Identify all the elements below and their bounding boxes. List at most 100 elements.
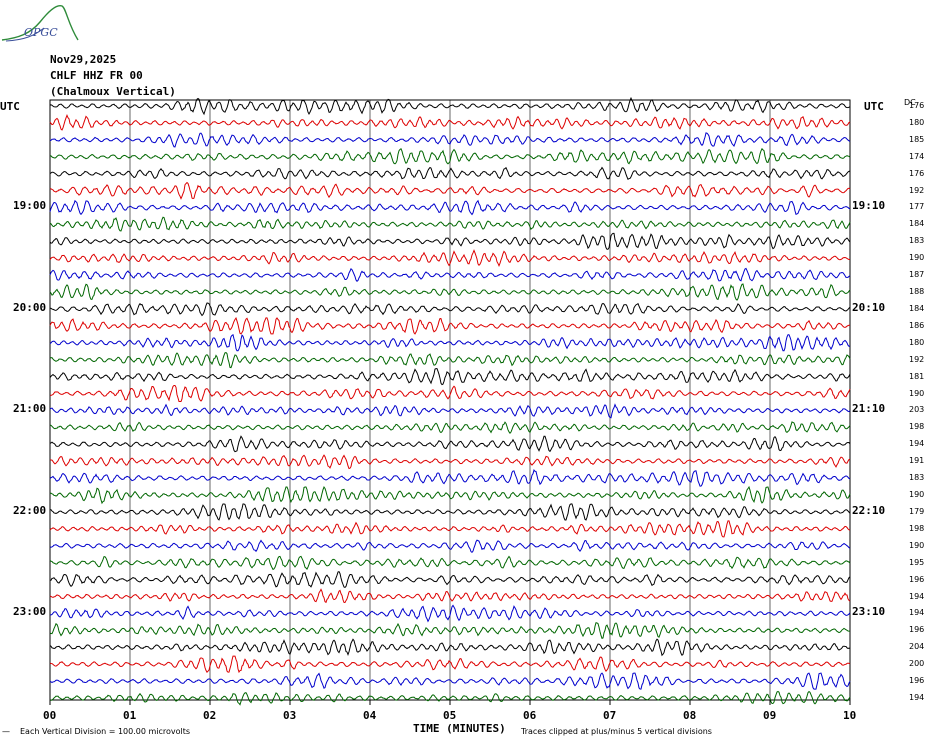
station-label: CHLF HHZ FR 00 [50,69,143,82]
dc-offset-label: 198 [909,422,925,432]
dc-offset-label: 198 [909,523,925,533]
dc-offset-label: 190 [909,388,925,398]
dc-offset-label: 200 [909,659,925,669]
footnote-scale: Each Vertical Division = 100.00 microvol… [20,727,191,736]
right-utc-label: UTC [864,100,884,113]
right-hour-label: 23:10 [852,605,886,619]
seismic-trace [49,520,851,538]
left-utc-label: UTC [0,100,20,113]
x-axis-label: TIME (MINUTES) [413,722,506,735]
seismic-trace [49,132,851,148]
dc-offset-label: 192 [909,354,925,364]
dc-label: DC [904,98,916,107]
seismic-trace [49,588,851,604]
dc-offset-label: 179 [909,506,925,516]
dc-offset-label: 190 [909,253,925,263]
seismic-trace [49,249,851,268]
seismic-trace [49,672,851,690]
left-hour-label: 21:00 [13,402,47,416]
dc-offset-label: 192 [909,185,925,195]
dc-offset-label: 174 [909,151,925,161]
x-tick-label: 07 [603,709,617,722]
dc-offset-label: 194 [909,608,925,618]
seismic-trace [49,316,851,335]
dc-offset-label: 196 [909,676,925,686]
x-tick-label: 01 [123,709,137,722]
dc-offset-label: 188 [909,287,925,297]
seismic-trace [49,334,851,352]
seismic-trace [49,539,851,554]
logo-text: OPGC [24,26,58,39]
dc-offset-label: 190 [909,540,925,550]
dc-offset-label: 195 [909,557,925,567]
seismic-trace [49,385,851,403]
dc-offset-label: 194 [909,591,925,601]
seismic-trace [49,655,851,674]
x-tick-label: 03 [283,709,297,722]
seismic-trace [49,232,851,250]
seismic-trace [49,454,851,470]
seismic-trace [49,368,851,386]
dc-offset-label: 194 [909,439,925,449]
dc-offset-label: 176 [909,101,925,110]
dc-offset-label: 194 [909,693,925,702]
dc-offset-label: 177 [909,202,925,212]
x-tick-label: 10 [843,709,857,722]
x-tick-label: 04 [363,709,377,722]
logo-volcano-icon [1,5,79,42]
seismic-trace [49,113,851,131]
dc-offset-label: 204 [909,642,925,652]
dc-offset-label: 184 [909,303,925,313]
seismic-trace [49,199,851,216]
seismic-trace [49,267,851,283]
opgc-logo: OPGC [0,0,80,48]
seismic-trace [49,503,851,521]
dc-offset-label: 180 [909,337,925,347]
seismic-trace [49,555,851,571]
dc-offset-label: 184 [909,219,925,229]
seismic-trace [49,302,851,317]
dc-offset-label: 183 [909,473,925,483]
dc-offset-label: 191 [909,456,925,466]
seismic-trace [49,166,851,181]
dc-offset-label: 176 [909,168,925,178]
x-tick-label: 08 [683,709,697,722]
seismic-trace [49,421,851,434]
left-hour-label: 20:00 [13,300,47,314]
left-hour-label: 22:00 [13,503,47,517]
footnote-clip: Traces clipped at plus/minus 5 vertical … [521,727,712,736]
footnote-mark: — [2,727,10,736]
seismic-trace [49,638,851,657]
seismic-trace [49,570,851,589]
dc-offset-label: 190 [909,490,925,500]
dc-offset-label: 186 [909,320,925,330]
left-hour-label: 19:00 [13,199,47,213]
dc-offset-label: 180 [909,117,925,127]
x-tick-label: 05 [443,709,457,722]
left-hour-label: 23:00 [13,605,47,619]
x-tick-label: 02 [203,709,217,722]
right-hour-label: 22:10 [852,503,886,517]
seismic-trace [49,352,851,369]
seismic-trace [49,485,851,505]
seismic-trace [49,96,851,116]
x-tick-label: 09 [763,709,777,722]
date-label: Nov29,2025 [50,53,117,66]
right-hour-label: 20:10 [852,300,886,314]
seismic-trace [49,604,851,623]
dc-offset-label: 181 [909,371,925,381]
dc-offset-label: 196 [909,574,925,584]
x-tick-label: 06 [523,709,537,722]
dc-offset-label: 187 [909,270,925,280]
seismic-trace [49,181,851,200]
dc-offset-label: 203 [909,405,925,415]
seismic-trace [49,622,851,639]
dc-offset-label: 185 [909,134,925,144]
seismic-trace [49,469,851,487]
x-tick-label: 00 [43,709,57,722]
seismic-trace [49,216,851,232]
seismic-trace [49,690,851,706]
site-label: (Chalmoux Vertical) [50,85,176,98]
right-hour-label: 21:10 [852,402,886,416]
